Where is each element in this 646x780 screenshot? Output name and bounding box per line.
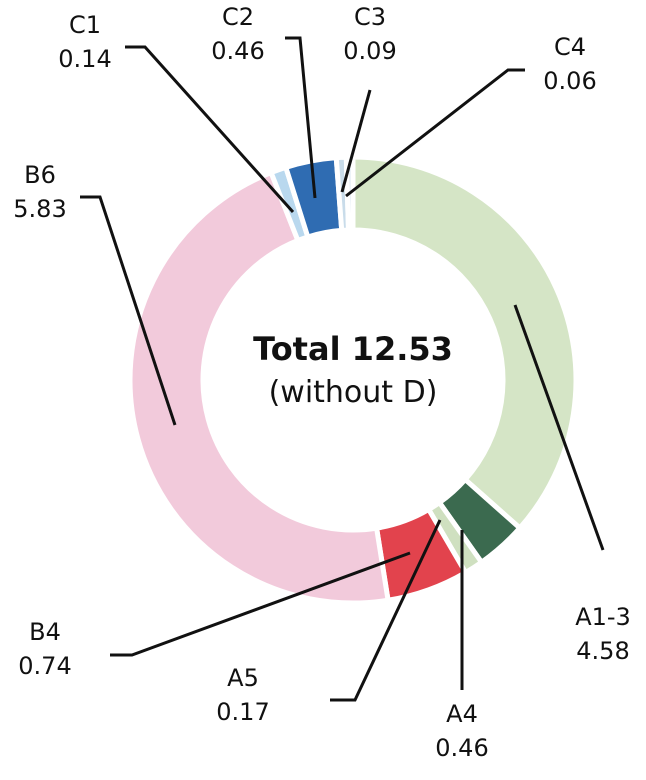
leader-line: [345, 68, 525, 198]
segment-label: B6: [24, 161, 56, 189]
segment-value: 0.06: [543, 67, 596, 95]
donut-segment: [350, 154, 579, 532]
segment-label: A1-3: [575, 603, 631, 631]
segment-value: 0.46: [435, 734, 488, 762]
segment-label: A4: [446, 700, 478, 728]
segment-value: 0.14: [58, 45, 111, 73]
segment-value: 0.46: [211, 37, 264, 65]
center-label: Total 12.53: [253, 330, 453, 368]
segment-value: 0.09: [343, 37, 396, 65]
segment-label: C4: [554, 33, 586, 61]
segment-value: 5.83: [13, 195, 66, 223]
segment-value: 0.74: [18, 652, 71, 680]
leader-line: [340, 89, 372, 193]
leader-line: [285, 36, 317, 199]
leader-line: [110, 551, 411, 657]
donut-segment: [127, 169, 391, 606]
segment-value: 0.17: [216, 698, 269, 726]
segment-label: A5: [227, 664, 259, 692]
leader-line: [80, 195, 177, 426]
segment-label: C1: [69, 11, 101, 39]
segment-label: B4: [29, 618, 61, 646]
center-sublabel: (without D): [269, 375, 438, 410]
leader-line: [513, 304, 605, 551]
segment-label: C2: [222, 3, 254, 31]
segment-label: C3: [354, 3, 386, 31]
leader-line: [330, 519, 442, 702]
leader-line: [125, 45, 295, 214]
segment-value: 4.58: [576, 637, 629, 665]
